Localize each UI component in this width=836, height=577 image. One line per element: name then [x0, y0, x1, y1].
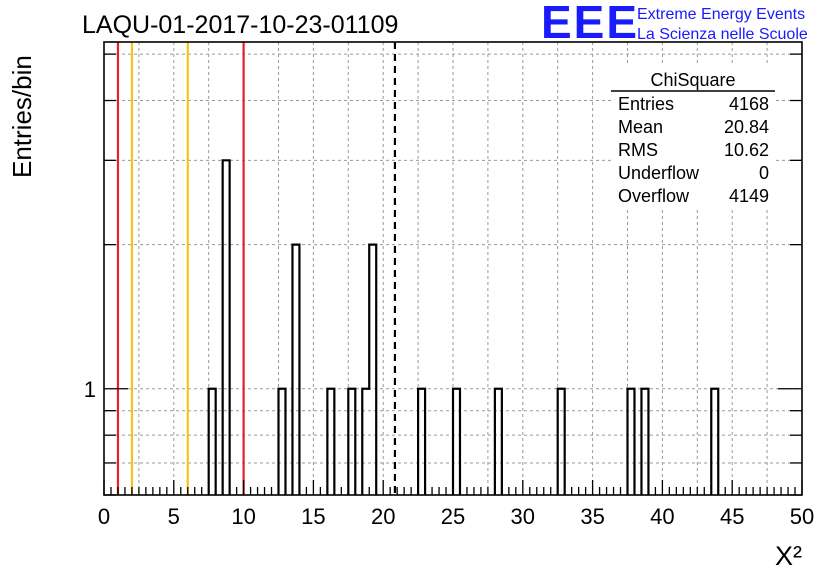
eee-logo: EEE	[541, 0, 639, 48]
run-title: LAQU-01-2017-10-23-01109	[82, 11, 398, 39]
x-tick-label: 15	[301, 504, 325, 529]
histogram-bin	[628, 389, 635, 495]
x-tick-label: 50	[790, 504, 814, 529]
histogram-bin	[209, 389, 216, 495]
x-tick-label: 40	[650, 504, 674, 529]
x-tick-labels: 0 5 10 15 20 25 30 35 40 45 50	[98, 504, 814, 529]
histogram-bin	[362, 389, 369, 495]
stats-box: ChiSquare Entries 4168 Mean 20.84 RMS 10.62 Un…	[611, 64, 775, 210]
x-tick-label: 0	[98, 504, 110, 529]
logo-subtitle-1: Extreme Energy Events	[637, 6, 805, 23]
stats-label: Overflow	[618, 186, 690, 206]
histogram-bin	[327, 389, 334, 495]
y-tick-labels: 1	[84, 377, 96, 402]
histogram-bin	[453, 389, 460, 495]
reference-lines	[116, 42, 397, 495]
stats-value: 20.84	[724, 117, 769, 137]
histogram-bin	[292, 245, 299, 495]
stats-value: 4168	[729, 94, 769, 114]
plot-frame	[103, 41, 803, 496]
x-tick-label: 20	[371, 504, 395, 529]
histogram-bin	[369, 245, 376, 495]
stats-value: 0	[759, 163, 769, 183]
x-tick-label: 5	[168, 504, 180, 529]
y-tick-label: 1	[84, 377, 96, 402]
stats-label: Underflow	[618, 163, 700, 183]
x-tick-label: 25	[441, 504, 465, 529]
stats-title: ChiSquare	[650, 70, 735, 90]
x-axis-title: X²	[775, 541, 802, 571]
histogram-bin	[495, 389, 502, 495]
histogram-bin	[223, 160, 230, 495]
y-axis-title: Entries/bin	[7, 55, 37, 178]
histogram-bin	[641, 389, 648, 495]
histogram-bin	[348, 389, 355, 495]
histogram-bin	[279, 389, 286, 495]
histogram-bin	[418, 389, 425, 495]
stats-label: RMS	[618, 140, 658, 160]
x-tick-label: 10	[231, 504, 255, 529]
stats-value: 4149	[729, 186, 769, 206]
logo-subtitle-2: La Scienza nelle Scuole	[637, 26, 808, 43]
x-tick-label: 30	[511, 504, 535, 529]
stats-rows: Entries 4168 Mean 20.84 RMS 10.62 Underflow 0 Ov…	[618, 94, 769, 206]
stats-label: Mean	[618, 117, 663, 137]
stats-value: 10.62	[724, 140, 769, 160]
x-tick-label: 35	[580, 504, 604, 529]
histogram-bin	[711, 389, 718, 495]
histogram-outline	[207, 159, 720, 495]
stats-label: Entries	[618, 94, 674, 114]
x-tick-label: 45	[720, 504, 744, 529]
histogram-bin	[558, 389, 565, 495]
